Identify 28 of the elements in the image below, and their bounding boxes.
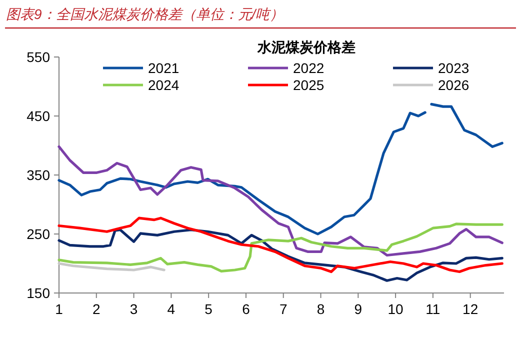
y-tick-label: 250 (26, 226, 50, 242)
x-tick-label: 11 (426, 301, 440, 317)
x-tick-label: 5 (204, 301, 213, 317)
y-tick-label: 150 (26, 285, 50, 301)
chart-title: 图表9：全国水泥煤炭价格差（单位：元/吨） (6, 6, 284, 22)
x-tick-label: 1 (55, 301, 64, 317)
x-tick-label: 2 (92, 301, 100, 317)
y-tick-label: 450 (26, 108, 50, 124)
x-tick-label: 9 (354, 301, 362, 317)
legend-label: 2024 (148, 77, 180, 93)
x-tick-label: 3 (130, 301, 138, 317)
line-series (58, 262, 166, 272)
line-series (58, 228, 504, 282)
y-tick-label: 550 (26, 49, 50, 65)
x-tick-label: 7 (279, 301, 288, 317)
legend-label: 2022 (293, 60, 324, 76)
x-tick-label: 6 (242, 301, 250, 317)
legend-label: 2026 (438, 77, 470, 93)
x-tick-label: 10 (388, 301, 404, 317)
y-tick-label: 350 (26, 167, 50, 183)
legend-label: 2025 (293, 77, 324, 93)
x-tick-label: 12 (462, 301, 478, 317)
legend-title: 水泥煤炭价格差 (256, 39, 356, 55)
legend-label: 2021 (148, 60, 180, 76)
line-series (58, 145, 504, 257)
legend-label: 2023 (438, 60, 470, 76)
x-tick-label: 4 (167, 301, 176, 317)
x-tick-label: 8 (316, 301, 325, 317)
